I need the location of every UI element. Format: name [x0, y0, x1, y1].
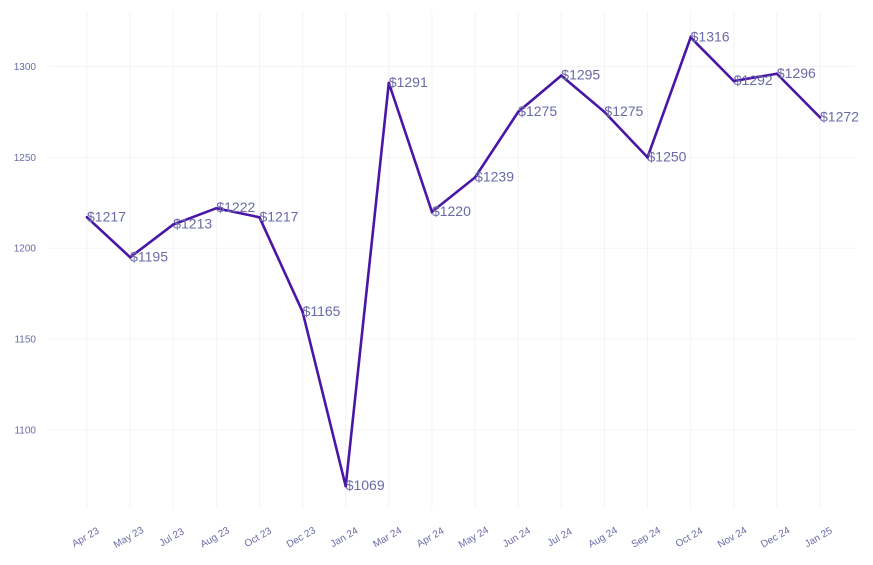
x-tick-label: Aug 23 — [199, 525, 232, 551]
data-label: $1213 — [173, 216, 212, 232]
x-tick-label: Apr 24 — [415, 525, 446, 549]
x-tick-label: Dec 24 — [759, 525, 792, 551]
x-tick-label: Sep 24 — [630, 525, 663, 551]
x-tick-label: Jul 24 — [546, 526, 575, 549]
data-label: $1239 — [475, 168, 514, 184]
data-label: $1275 — [518, 103, 557, 119]
data-point — [689, 36, 692, 39]
data-point — [732, 79, 736, 83]
data-point — [387, 81, 391, 85]
x-tick-label: Oct 23 — [243, 525, 274, 549]
x-tick-label: May 23 — [112, 525, 146, 551]
data-point — [516, 110, 520, 114]
y-axis: 1100 1150 1200 1250 1300 — [14, 62, 37, 436]
data-label: $1195 — [130, 248, 168, 264]
data-label: $1292 — [734, 72, 773, 88]
x-tick-label: Jan 24 — [329, 525, 361, 550]
data-label: $1069 — [346, 477, 385, 493]
x-tick-label: Nov 24 — [716, 525, 749, 551]
series-price — [85, 35, 822, 488]
x-tick-label: May 24 — [457, 525, 491, 551]
data-labels: $1217$1195$1213$1222$1217$1165$1069$1291… — [87, 28, 859, 493]
y-tick-label: 1150 — [14, 335, 36, 346]
data-point — [344, 484, 348, 488]
data-point — [473, 176, 477, 179]
data-point — [603, 110, 606, 114]
y-tick-label: 1300 — [14, 62, 37, 73]
data-point — [301, 310, 304, 314]
data-label: $1272 — [820, 108, 859, 124]
x-tick-label: Oct 24 — [674, 525, 705, 549]
data-label: $1291 — [389, 74, 428, 90]
y-tick-label: 1250 — [14, 153, 37, 164]
data-label: $1316 — [691, 28, 730, 44]
data-point — [818, 116, 822, 119]
x-tick-label: Mar 24 — [371, 525, 404, 550]
x-tick-label: Jun 24 — [501, 525, 533, 550]
data-label: $1296 — [777, 65, 816, 81]
data-point — [171, 223, 175, 226]
data-label: $1165 — [303, 303, 341, 319]
data-label: $1220 — [432, 203, 471, 219]
x-tick-label: Jan 25 — [803, 525, 835, 550]
data-point — [646, 156, 649, 159]
data-point — [215, 206, 218, 210]
data-label: $1295 — [561, 67, 600, 83]
data-label: $1250 — [648, 148, 687, 164]
data-label: $1217 — [259, 208, 298, 224]
y-tick-label: 1100 — [14, 425, 36, 436]
data-label: $1275 — [604, 103, 643, 119]
data-point — [430, 210, 434, 214]
data-label: $1222 — [216, 199, 255, 215]
grid — [50, 12, 855, 508]
data-point — [128, 255, 132, 259]
x-tick-label: Apr 23 — [70, 525, 101, 549]
data-label: $1217 — [87, 208, 126, 224]
data-point — [559, 74, 563, 77]
x-tick-label: Dec 23 — [285, 525, 318, 551]
series-line — [85, 35, 822, 487]
data-point — [258, 216, 261, 219]
x-tick-label: Jul 23 — [158, 526, 187, 549]
data-point — [775, 72, 779, 76]
y-tick-label: 1200 — [14, 244, 37, 255]
x-tick-label: Aug 24 — [587, 525, 620, 551]
data-point — [85, 216, 89, 219]
x-axis: Apr 23 May 23 Jul 23 Aug 23 Oct 23 Dec 23 Jan … — [70, 525, 835, 551]
